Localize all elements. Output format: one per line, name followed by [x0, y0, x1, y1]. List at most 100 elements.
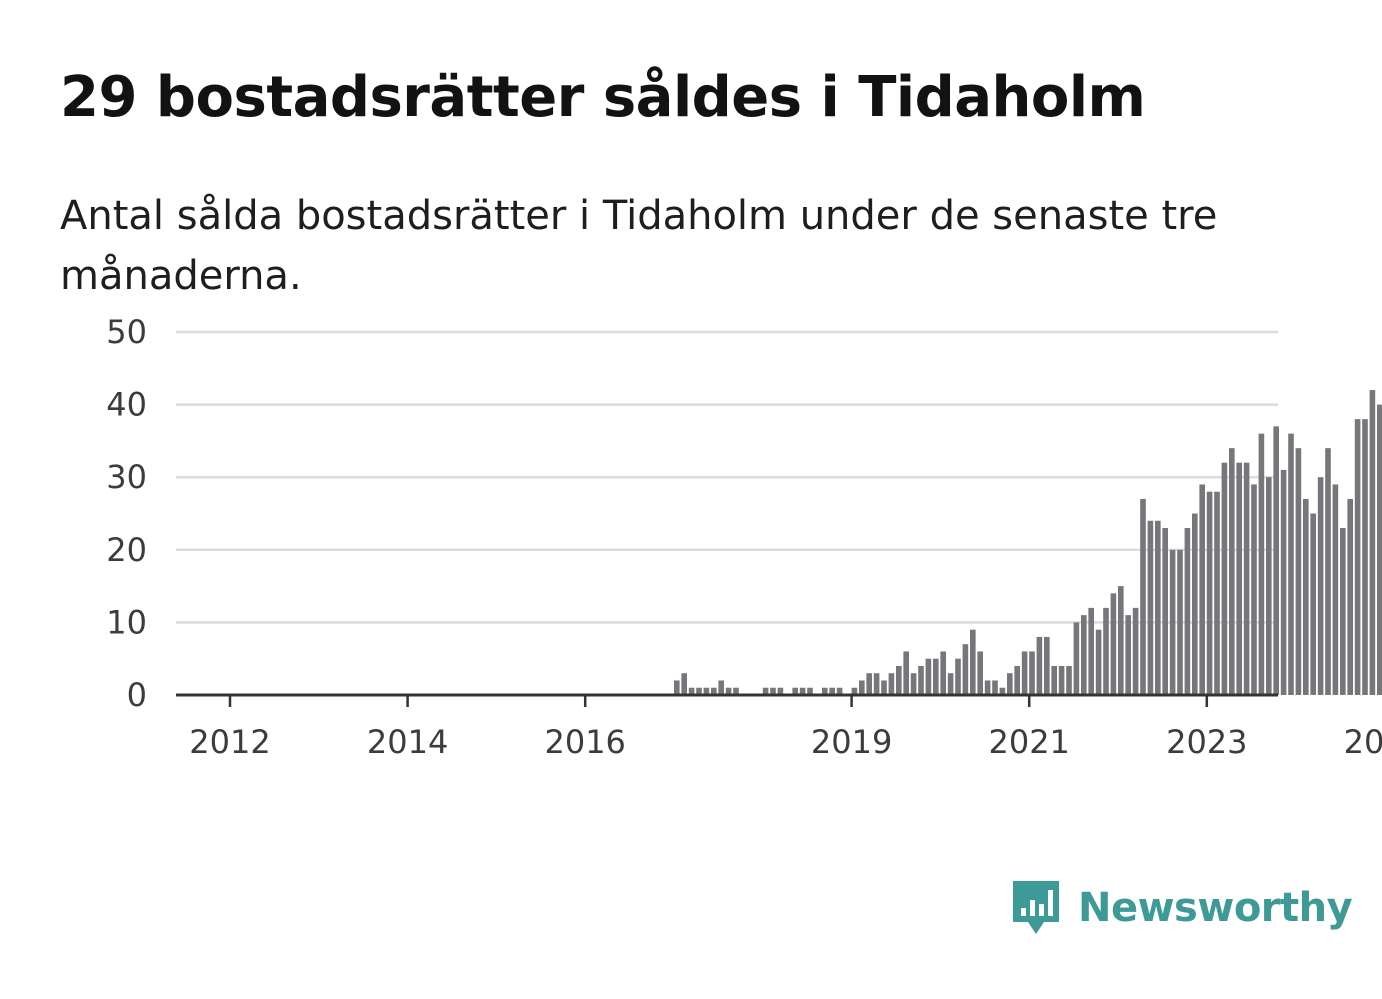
bar [1132, 607, 1139, 695]
bar [762, 687, 769, 695]
bar [1021, 651, 1028, 695]
bar [1295, 448, 1302, 695]
bar [925, 658, 932, 695]
bar [792, 687, 798, 695]
bar [696, 687, 702, 695]
bar [1214, 491, 1220, 695]
bar [777, 687, 784, 695]
bar [1332, 484, 1339, 695]
bar [1243, 462, 1250, 695]
bar [1103, 607, 1109, 695]
y-tick-label: 10 [106, 603, 147, 641]
bar [1073, 622, 1080, 695]
x-tick-label: 2025 [1344, 723, 1382, 761]
bar [1258, 433, 1265, 695]
bar [1206, 491, 1213, 695]
bar [992, 680, 998, 695]
bar [1110, 593, 1117, 695]
bar [1369, 390, 1376, 695]
bar [733, 687, 739, 695]
bar [681, 673, 687, 695]
bar [1273, 426, 1279, 695]
bar [1229, 448, 1235, 695]
bar [688, 687, 695, 695]
bar [999, 687, 1006, 695]
brand-logo: Newsworthy [1010, 878, 1353, 938]
bar [1177, 549, 1183, 695]
bar [888, 673, 895, 695]
bar [866, 673, 872, 695]
y-tick-label: 0 [127, 676, 147, 714]
bar-chart: 0102030405020122014201620192021202320252… [106, 313, 1382, 761]
x-tick-label: 2021 [988, 723, 1069, 761]
bar [1310, 513, 1316, 695]
bar [1051, 665, 1057, 695]
bar [1266, 477, 1272, 695]
bar [1007, 673, 1013, 695]
bar [1199, 484, 1205, 695]
y-tick-label: 30 [106, 458, 147, 496]
x-tick-label: 2012 [189, 723, 270, 761]
bar [674, 680, 680, 695]
bar [1125, 615, 1131, 695]
bar [822, 687, 828, 695]
bar [1140, 498, 1146, 695]
y-tick-label: 50 [106, 313, 147, 351]
bar [947, 673, 954, 695]
brand-name: Newsworthy [1078, 885, 1353, 931]
y-tick-label: 20 [106, 531, 147, 569]
bar [1280, 469, 1287, 695]
bar [955, 658, 961, 695]
newsworthy-logo-icon [1013, 881, 1059, 934]
bar [1095, 629, 1102, 695]
x-tick-label: 2019 [811, 723, 892, 761]
bar [1147, 520, 1154, 695]
bar [1169, 549, 1176, 695]
bar [970, 629, 976, 695]
bar [1044, 636, 1050, 695]
bar [1288, 433, 1294, 695]
bar [1081, 615, 1087, 695]
bar [799, 687, 806, 695]
bar [873, 673, 880, 695]
bar [1058, 665, 1065, 695]
bar [1066, 665, 1072, 695]
bar [1325, 448, 1331, 695]
bar [836, 687, 843, 695]
bar [918, 665, 924, 695]
y-tick-label: 40 [106, 386, 147, 424]
bar [1029, 651, 1035, 695]
bar [940, 651, 946, 695]
bar [933, 658, 939, 695]
bar [859, 680, 865, 695]
x-tick-label: 2023 [1166, 723, 1247, 761]
bar [881, 680, 887, 695]
bar [1362, 419, 1368, 695]
bar [829, 687, 835, 695]
bar [1221, 462, 1228, 695]
bar [896, 665, 902, 695]
bar [1251, 484, 1257, 695]
bar [1303, 498, 1309, 695]
bar [1118, 586, 1124, 695]
bar [1155, 520, 1161, 695]
bar [1184, 528, 1191, 695]
bar [903, 651, 909, 695]
bar [770, 687, 776, 695]
bar [1236, 462, 1242, 695]
bar [1377, 404, 1382, 695]
x-tick-label: 2016 [544, 723, 625, 761]
bar [977, 651, 983, 695]
bar [807, 687, 813, 695]
bar [1036, 636, 1043, 695]
bar [1162, 528, 1168, 695]
x-tick-label: 2014 [367, 723, 448, 761]
bar [1340, 528, 1346, 695]
bar [1354, 419, 1361, 695]
bar [1317, 477, 1324, 695]
bar [703, 687, 710, 695]
chart-title: 29 bostadsrätter såldes i Tidaholm [60, 65, 1146, 130]
bar [1014, 665, 1020, 695]
bar [962, 644, 969, 695]
bar [1347, 498, 1353, 695]
